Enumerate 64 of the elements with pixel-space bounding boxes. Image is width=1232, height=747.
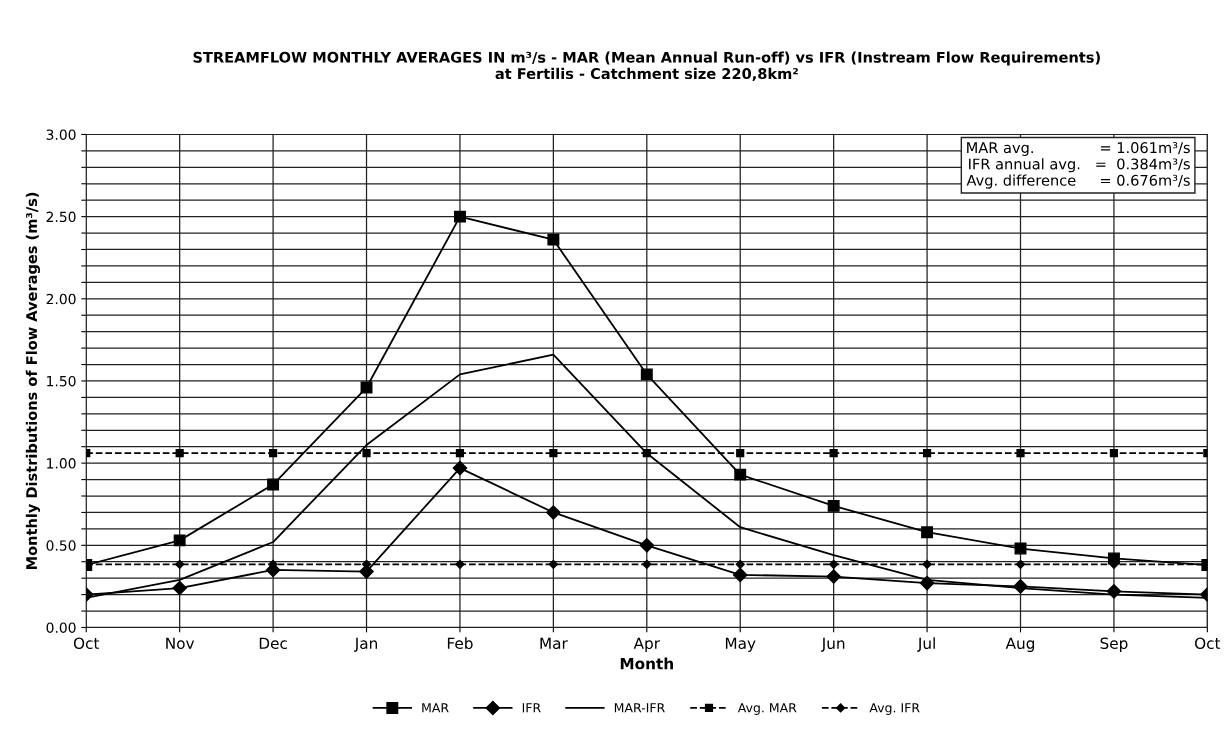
x-tick-label: Jan: [353, 637, 377, 652]
point: [360, 381, 373, 394]
point: [455, 449, 465, 458]
point: [732, 567, 748, 583]
annotation: MAR avg. = 1.061m³/s IFR annual avg. = 0.384m³/s Avg. difference = 0.676m³/s: [966, 142, 1190, 189]
point: [1016, 449, 1025, 458]
point: [175, 559, 185, 569]
legend-label: MAR-IFR: [614, 703, 665, 713]
legend-label: Avg. IFR: [869, 703, 920, 715]
legend-label: MAR: [422, 703, 449, 713]
point: [736, 449, 745, 458]
x-axis-title: Month: [620, 657, 673, 670]
point: [452, 460, 468, 476]
x-tick-label: Dec: [259, 637, 287, 650]
point: [921, 526, 934, 539]
point: [642, 449, 651, 458]
point: [642, 559, 652, 569]
legend-label: Avg. MAR: [737, 703, 797, 715]
x-tick-label: Feb: [447, 637, 473, 650]
x-tick-label: Aug: [1005, 637, 1035, 652]
point: [734, 468, 747, 481]
x-tick-label: Oct: [1195, 637, 1221, 650]
y-tick-label: 0.00: [46, 622, 76, 633]
point: [175, 449, 184, 458]
point: [453, 210, 466, 223]
y-tick-label: 1.50: [47, 375, 76, 387]
point: [172, 580, 187, 596]
point: [826, 569, 841, 584]
point: [546, 505, 561, 520]
x-tick-label: Sep: [1100, 637, 1128, 652]
y-tick-label: 0.50: [46, 540, 76, 551]
point: [1109, 449, 1119, 458]
point: [267, 478, 280, 491]
x-tick-label: Jul: [917, 637, 935, 652]
point: [827, 499, 840, 512]
y-axis-title: Monthly Distributions of Flow Averages (m³/s): [25, 192, 41, 570]
point: [547, 233, 560, 246]
x-tick-label: May: [725, 637, 756, 652]
point: [362, 449, 371, 458]
y-tick-label: 3.00: [46, 129, 76, 140]
x-tick-label: Nov: [166, 637, 195, 650]
point: [640, 368, 653, 381]
point: [639, 538, 655, 553]
point: [548, 559, 558, 569]
y-tick-label: 2.00: [46, 293, 76, 305]
x-tick-label: Jun: [820, 637, 845, 652]
point: [735, 559, 745, 569]
y-tick-label: 2.50: [46, 211, 76, 223]
chart-title: STREAMFLOW MONTHLY AVERAGES IN m³/s - MAR (Mean Annual Run-off) vs IFR (Instream Flow Requirements) at Fertilis - Catchment size 220,8km²: [193, 51, 1100, 81]
point: [1015, 559, 1026, 569]
x-tick-label: Oct: [73, 637, 100, 650]
point: [173, 534, 186, 547]
point: [922, 559, 932, 569]
point: [829, 559, 839, 569]
x-tick-label: Apr: [633, 637, 661, 652]
point: [829, 449, 838, 458]
point: [922, 449, 932, 458]
y-tick-label: 1.00: [47, 458, 76, 469]
legend-label: IFR: [522, 703, 541, 713]
point: [268, 449, 278, 458]
point: [1014, 542, 1027, 555]
x-tick-label: Mar: [540, 637, 568, 650]
point: [455, 559, 465, 569]
point: [549, 449, 558, 458]
